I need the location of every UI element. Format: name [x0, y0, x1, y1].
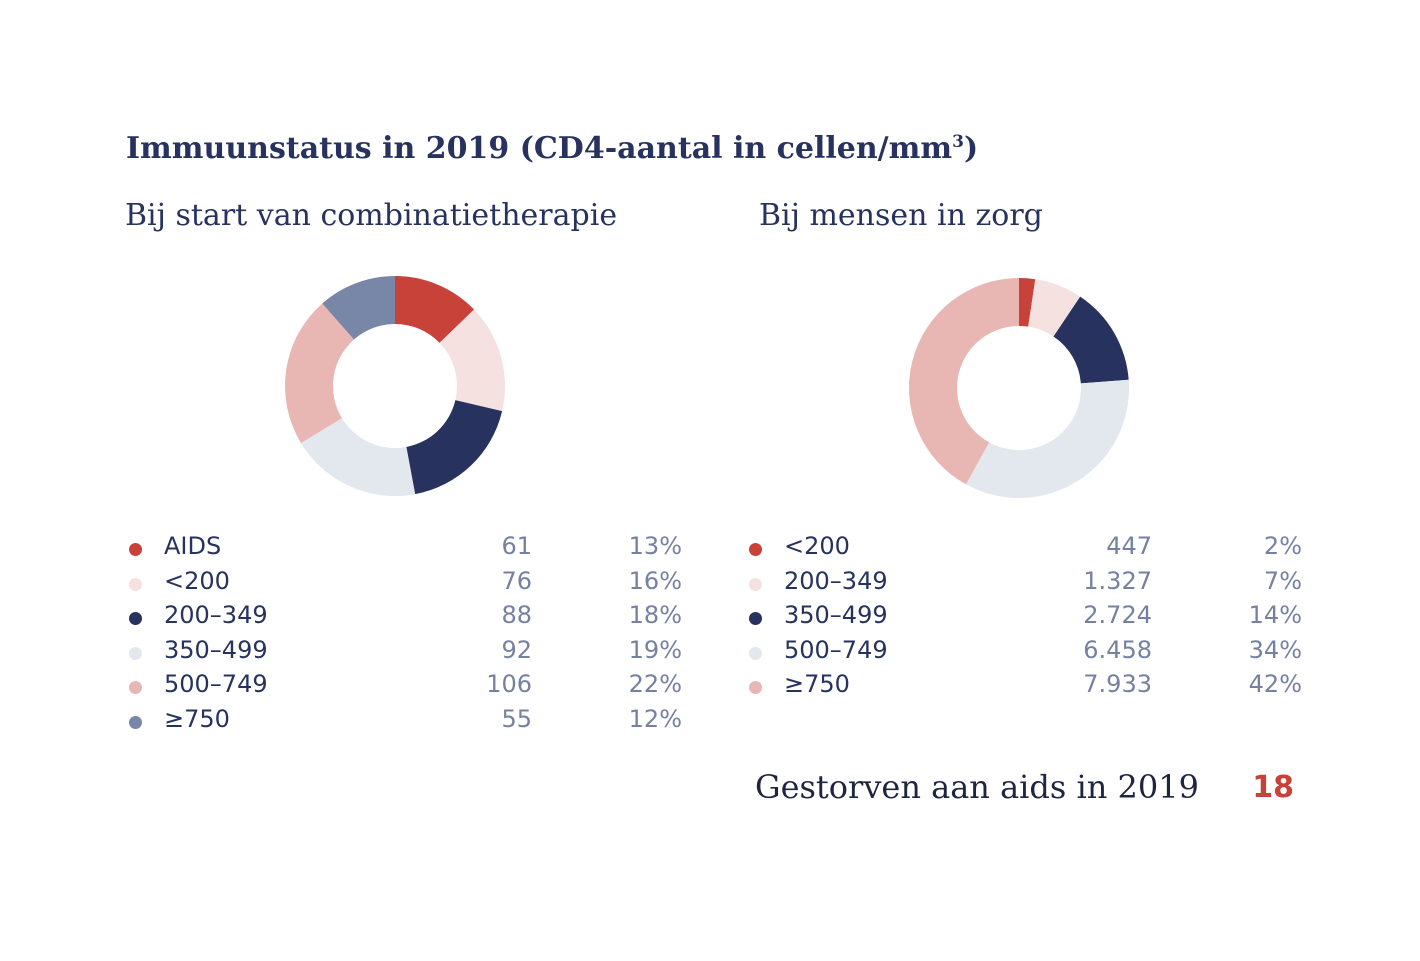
legend-row: 350–499 2.724 14%	[749, 600, 1304, 635]
legend-label: 200–349	[164, 601, 268, 629]
legend-count: 92	[501, 635, 532, 664]
legend-dot-icon	[129, 612, 142, 625]
legend-dot-icon	[749, 612, 762, 625]
legend-percentage: 16%	[628, 566, 682, 595]
legend-row: ≥750 55 12%	[129, 704, 684, 739]
legend-percentage: 12%	[628, 704, 682, 733]
legend-label: <200	[784, 532, 850, 560]
legend-label: 350–499	[784, 601, 888, 629]
subtitle-in-care: Bij mensen in zorg	[759, 198, 1043, 233]
deaths-label: Gestorven aan aids in 2019	[755, 768, 1199, 806]
donut-slice-1-4	[909, 278, 1019, 485]
donut-slice-0-4	[285, 303, 354, 444]
title-text: Immuunstatus in 2019 (CD4-aantal in cell…	[126, 131, 953, 166]
legend-label: ≥750	[164, 704, 230, 733]
legend-label: <200	[164, 566, 230, 595]
legend-in-care: <200 447 2% 200–349 1.327 7% 350–499 2.724 14% 50…	[749, 531, 1304, 704]
title-close: )	[963, 131, 979, 166]
legend-count: 88	[501, 601, 532, 629]
legend-count: 106	[486, 670, 532, 698]
legend-count: 76	[501, 566, 532, 595]
legend-row: <200 76 16%	[129, 566, 684, 601]
legend-row: AIDS 61 13%	[129, 531, 684, 566]
legend-count: 55	[501, 704, 532, 733]
legend-dot-icon	[749, 681, 762, 694]
legend-percentage: 34%	[1248, 635, 1302, 664]
donut-slice-1-1	[1028, 279, 1081, 337]
legend-count: 447	[1106, 532, 1152, 560]
deaths-value: 18	[1252, 770, 1294, 805]
legend-row: 350–499 92 19%	[129, 635, 684, 670]
legend-label: AIDS	[164, 532, 222, 560]
donut-slice-0-3	[300, 418, 416, 496]
legend-dot-icon	[129, 543, 142, 556]
legend-label: 500–749	[164, 670, 268, 698]
legend-row: 500–749 6.458 34%	[749, 635, 1304, 670]
legend-row: 500–749 106 22%	[129, 669, 684, 704]
legend-label: 350–499	[164, 635, 268, 664]
legend-row: 200–349 1.327 7%	[749, 566, 1304, 601]
legend-dot-icon	[749, 543, 762, 556]
donut-slice-1-3	[965, 379, 1129, 498]
legend-dot-icon	[129, 646, 142, 660]
legend-percentage: 2%	[1263, 532, 1302, 560]
legend-percentage: 42%	[1248, 670, 1302, 698]
title-superscript: 3	[952, 132, 964, 152]
donut-slice-0-0	[395, 276, 475, 343]
donut-chart-start-therapy	[285, 276, 505, 496]
donut-slice-0-2	[406, 400, 503, 495]
legend-row: <200 447 2%	[749, 531, 1304, 566]
donut-slice-0-5	[322, 276, 395, 340]
legend-label: ≥750	[784, 670, 850, 698]
legend-percentage: 22%	[628, 670, 682, 698]
legend-percentage: 13%	[628, 532, 682, 560]
legend-count: 7.933	[1083, 670, 1152, 698]
donut-slice-1-2	[1053, 296, 1129, 384]
legend-percentage: 7%	[1263, 566, 1302, 595]
subtitle-start-therapy: Bij start van combinatietherapie	[125, 198, 618, 233]
legend-dot-icon	[129, 681, 142, 694]
chart-title: Immuunstatus in 2019 (CD4-aantal in cell…	[126, 131, 978, 166]
legend-percentage: 14%	[1248, 601, 1302, 629]
legend-row: ≥750 7.933 42%	[749, 669, 1304, 704]
legend-count: 6.458	[1083, 635, 1152, 664]
legend-dot-icon	[129, 715, 142, 729]
legend-label: 200–349	[784, 566, 888, 595]
legend-row: 200–349 88 18%	[129, 600, 684, 635]
legend-dot-icon	[749, 646, 762, 660]
legend-percentage: 19%	[628, 635, 682, 664]
legend-count: 1.327	[1083, 566, 1152, 595]
legend-count: 61	[501, 532, 532, 560]
legend-dot-icon	[129, 577, 142, 591]
legend-start-therapy: AIDS 61 13% <200 76 16% 200–349 88 18% 350–499 92 1…	[129, 531, 684, 738]
legend-percentage: 18%	[628, 601, 682, 629]
legend-dot-icon	[749, 577, 762, 591]
legend-label: 500–749	[784, 635, 888, 664]
donut-chart-in-care	[909, 278, 1129, 498]
donut-slice-0-1	[439, 309, 505, 412]
donut-slice-1-0	[1019, 278, 1036, 327]
legend-count: 2.724	[1083, 601, 1152, 629]
